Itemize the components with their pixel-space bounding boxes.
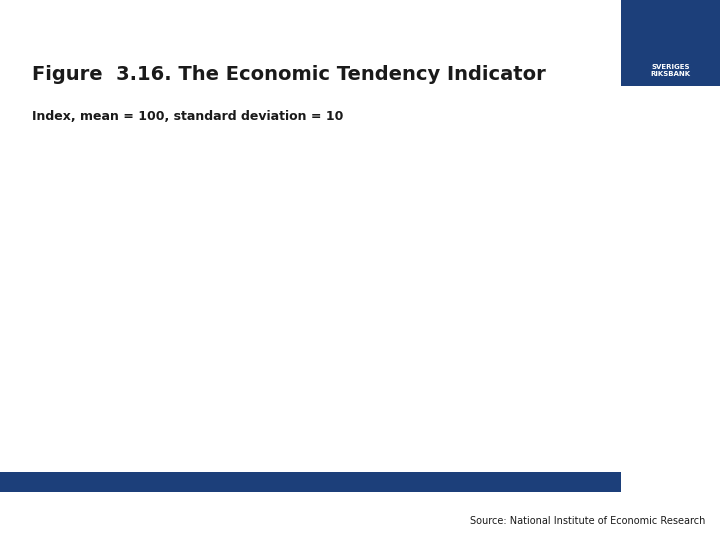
Text: Source: National Institute of Economic Research: Source: National Institute of Economic R… [470, 516, 706, 526]
Bar [621, 0, 720, 86]
Bar [0, 472, 621, 492]
Text: Figure  3.16. The Economic Tendency Indicator: Figure 3.16. The Economic Tendency Indic… [32, 65, 546, 84]
Text: Index, mean = 100, standard deviation = 10: Index, mean = 100, standard deviation = … [32, 110, 343, 123]
Text: SVERIGES
RIKSBANK: SVERIGES RIKSBANK [650, 64, 690, 77]
